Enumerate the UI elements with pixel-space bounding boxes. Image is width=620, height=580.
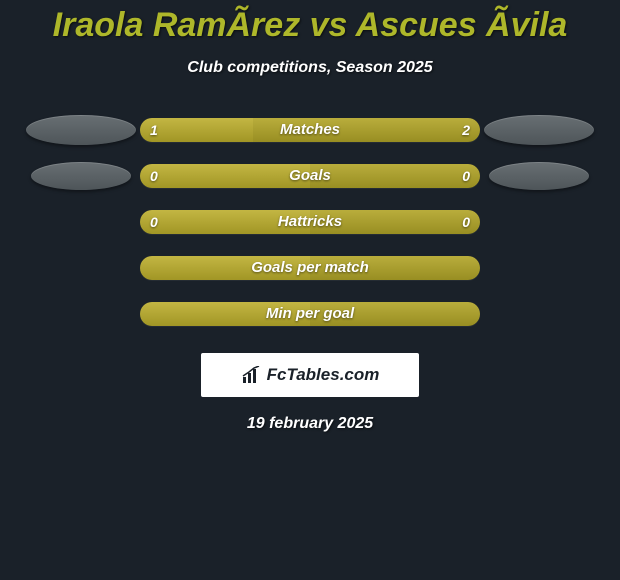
page-subtitle: Club competitions, Season 2025	[0, 59, 620, 77]
player-right-ellipse	[484, 115, 594, 145]
comparison-bar: 1 Matches 2	[140, 118, 480, 142]
bar-segment-left	[140, 210, 310, 234]
bar-segment-right	[253, 118, 480, 142]
chart-row: Goals per match	[0, 245, 620, 291]
bar-segment-right	[310, 256, 480, 280]
comparison-bar: 0 Hattricks 0	[140, 210, 480, 234]
chart-row: Min per goal	[0, 291, 620, 337]
bar-segment-left	[140, 164, 310, 188]
brand-text: FcTables.com	[267, 365, 380, 385]
bar-value-left: 0	[150, 210, 158, 234]
chart-row: 0 Goals 0	[0, 153, 620, 199]
chart-row: 1 Matches 2	[0, 107, 620, 153]
right-ellipse-slot	[480, 162, 598, 190]
bar-chart-icon	[241, 366, 263, 384]
left-ellipse-slot	[22, 115, 140, 145]
comparison-bar: Goals per match	[140, 256, 480, 280]
brand-logo: FcTables.com	[201, 353, 419, 397]
bar-value-right: 0	[462, 210, 470, 234]
comparison-bar: Min per goal	[140, 302, 480, 326]
bar-segment-left	[140, 256, 310, 280]
comparison-bar: 0 Goals 0	[140, 164, 480, 188]
right-ellipse-slot	[480, 115, 598, 145]
footer-date: 19 february 2025	[0, 415, 620, 433]
bar-segment-right	[310, 302, 480, 326]
comparison-chart: 1 Matches 2 0 Goals 0	[0, 107, 620, 337]
bar-value-left: 1	[150, 118, 158, 142]
bar-value-right: 0	[462, 164, 470, 188]
player-right-ellipse	[489, 162, 589, 190]
player-left-ellipse	[31, 162, 131, 190]
bar-segment-left	[140, 302, 310, 326]
player-left-ellipse	[26, 115, 136, 145]
bar-value-left: 0	[150, 164, 158, 188]
page-title: Iraola RamÃ­rez vs Ascues Ãvila	[0, 6, 620, 45]
left-ellipse-slot	[22, 162, 140, 190]
bar-segment-right	[310, 164, 480, 188]
bar-value-right: 2	[462, 118, 470, 142]
bar-segment-right	[310, 210, 480, 234]
chart-row: 0 Hattricks 0	[0, 199, 620, 245]
